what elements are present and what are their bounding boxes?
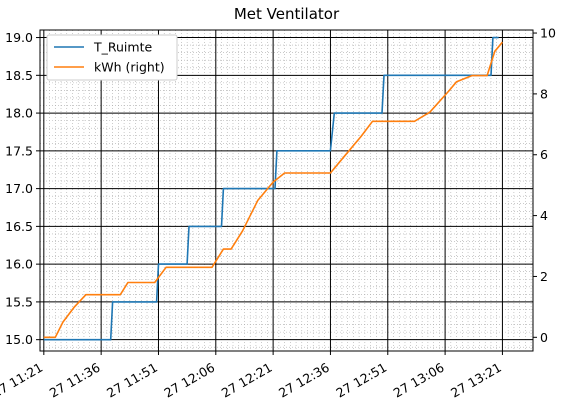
series-line-t-ruimte bbox=[43, 36, 499, 341]
legend-label: T_Ruimte bbox=[93, 40, 152, 55]
y-right-tick-label: 6 bbox=[540, 147, 548, 162]
legend-label: kWh (right) bbox=[94, 60, 165, 75]
x-tick-label: 27 11:36 bbox=[47, 360, 103, 401]
series-line-kwh-right bbox=[43, 41, 504, 339]
x-tick-label: 27 13:21 bbox=[448, 360, 504, 401]
y-left-tick-label: 15.0 bbox=[5, 332, 33, 347]
y-left-tick-label: 17.5 bbox=[5, 143, 33, 158]
x-tick-label: 27 12:06 bbox=[161, 360, 217, 401]
y-left-tick-label: 16.0 bbox=[5, 257, 33, 272]
x-tick-label: 27 12:21 bbox=[219, 360, 275, 401]
y-right-tick-label: 0 bbox=[540, 330, 548, 345]
legend: T_Ruimte kWh (right) bbox=[46, 34, 178, 81]
y-left-tick-label: 19.0 bbox=[5, 30, 33, 45]
y-left-tick-label: 18.0 bbox=[5, 106, 33, 121]
chart-title: Met Ventilator bbox=[234, 5, 340, 23]
x-tick-label: 27 11:51 bbox=[104, 360, 160, 401]
y-right-tick-label: 2 bbox=[540, 269, 548, 284]
x-tick-label: 27 12:51 bbox=[333, 360, 389, 401]
y-left-tick-label: 17.0 bbox=[5, 181, 33, 196]
x-tick-label: 27 13:06 bbox=[391, 360, 447, 401]
x-tick-label: 27 11:21 bbox=[0, 360, 45, 401]
y-right-tick-label: 10 bbox=[540, 26, 556, 41]
y-right-tick-label: 8 bbox=[540, 86, 548, 101]
major-grid bbox=[40, 30, 533, 351]
y-left-tick-label: 15.5 bbox=[5, 294, 33, 309]
x-tick-label: 27 12:36 bbox=[276, 360, 332, 401]
y-left-tick-label: 16.5 bbox=[5, 219, 33, 234]
y-left-tick-label: 18.5 bbox=[5, 68, 33, 83]
plot-frame bbox=[39, 29, 534, 352]
y-right-tick-label: 4 bbox=[540, 208, 548, 223]
